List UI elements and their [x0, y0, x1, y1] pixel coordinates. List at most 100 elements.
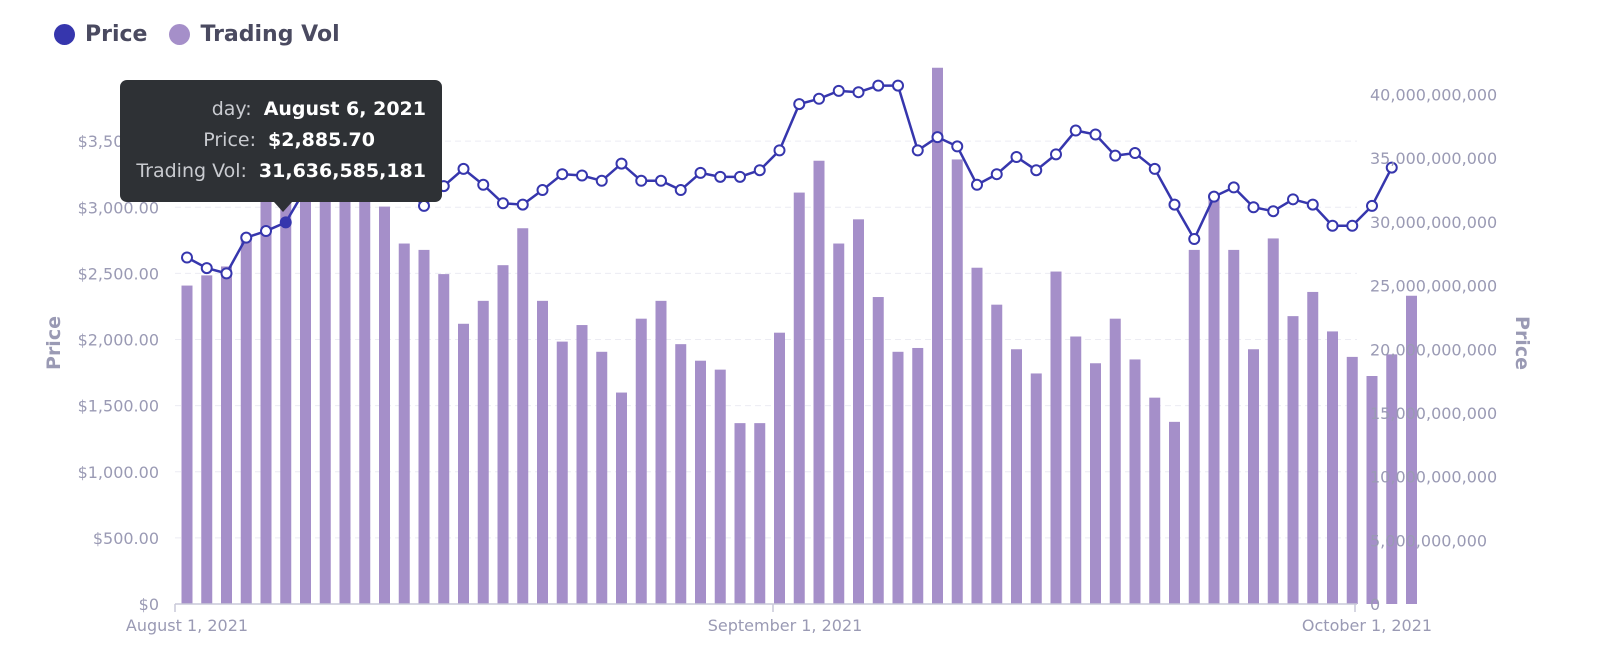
y-right-tick-label: 0 — [1370, 595, 1380, 614]
volume-bar — [774, 332, 785, 604]
volume-bar — [635, 318, 647, 604]
price-point — [1287, 193, 1299, 206]
y-left-tick-label: $2,500.00 — [78, 264, 159, 283]
volume-bar — [833, 243, 845, 604]
tooltip-price-value: $2,885.70 — [268, 129, 375, 151]
y-left-tick-label: $3,000.00 — [78, 198, 159, 217]
volume-bar — [1070, 336, 1082, 604]
volume-bar — [596, 351, 608, 604]
price-point — [951, 140, 964, 153]
volume-bar — [912, 347, 924, 604]
legend-price-label: Price — [85, 22, 148, 47]
price-point — [1208, 190, 1220, 203]
price-point — [1010, 150, 1023, 163]
volume-bar — [1030, 373, 1042, 604]
volume-bar — [1050, 271, 1062, 604]
y-left-tick-label: $1,000.00 — [78, 463, 159, 482]
price-point — [576, 169, 588, 182]
volume-bar — [655, 300, 667, 604]
chart-tooltip: day: August 6, 2021 Price: $2,885.70 Tra… — [120, 80, 442, 202]
volume-bar — [971, 267, 983, 604]
price-point — [1267, 205, 1280, 218]
y-left-axis-title: Price — [43, 316, 65, 370]
price-point — [1168, 198, 1181, 211]
volume-bar — [517, 228, 529, 604]
price-point — [674, 184, 687, 197]
volume-bar — [1267, 238, 1279, 604]
price-point — [1366, 199, 1378, 212]
volume-bar — [1011, 349, 1022, 604]
volume-bar — [398, 243, 410, 604]
volume-bar — [793, 192, 805, 605]
price-point — [1069, 124, 1082, 137]
volume-bar — [813, 160, 825, 605]
volume-bar — [359, 147, 371, 604]
price-point — [872, 79, 885, 92]
price-point — [615, 157, 628, 170]
volume-bar — [181, 285, 193, 604]
volume-bar — [853, 219, 864, 604]
volume-bar — [1386, 354, 1398, 604]
price-point — [655, 174, 667, 187]
tooltip-vol-key: Trading Vol: — [136, 160, 247, 182]
volume-bar — [1149, 397, 1161, 604]
price-point — [1385, 161, 1398, 174]
volume-bar — [260, 177, 272, 604]
volume-bar — [754, 423, 766, 604]
price-point — [181, 251, 193, 264]
volume-bar — [438, 274, 450, 604]
price-point — [1227, 181, 1240, 194]
volume-bar — [576, 325, 588, 604]
volume-bar — [1327, 331, 1338, 604]
price-point — [971, 178, 983, 191]
volume-bar — [537, 300, 548, 604]
volume-bar — [1307, 291, 1319, 604]
tooltip-price-key: Price: — [203, 129, 256, 151]
price-point — [1030, 164, 1043, 177]
volume-bar — [477, 300, 489, 604]
price-point — [753, 164, 766, 177]
volume-bar — [734, 423, 746, 604]
price-point — [1109, 149, 1122, 162]
volume-bar — [240, 234, 252, 605]
price-point — [990, 168, 1003, 181]
price-point — [200, 262, 213, 275]
y-right-tick-label: 30,000,000,000 — [1370, 213, 1497, 232]
volume-bar — [221, 266, 232, 604]
tooltip-row-price: Price: $2,885.70 — [136, 125, 426, 156]
legend-item-price[interactable]: Price — [54, 22, 147, 47]
tooltip-day-key: day: — [211, 98, 252, 120]
volume-bar — [1287, 316, 1299, 604]
volume-bar — [1169, 421, 1180, 604]
y-right-tick-label: 40,000,000,000 — [1370, 86, 1497, 105]
price-point — [260, 225, 272, 238]
price-point — [418, 199, 430, 212]
volume-bar — [872, 297, 884, 604]
chart-legend: Price Trading Vol — [54, 22, 340, 47]
x-tick-label: October 1, 2021 — [1302, 616, 1432, 635]
price-point — [536, 184, 549, 197]
price-point — [832, 84, 845, 97]
volume-bar — [458, 323, 469, 604]
legend-volume-swatch — [169, 24, 191, 45]
x-tick-label: August 1, 2021 — [126, 616, 248, 635]
y-right-axis-title: Price — [1511, 316, 1533, 370]
price-point — [1188, 232, 1201, 245]
price-point — [852, 86, 865, 99]
y-left-tick-label: $2,000.00 — [78, 331, 159, 350]
volume-bar — [616, 392, 627, 604]
volume-bar — [201, 275, 213, 604]
y-right-tick-label: 5,000,000,000 — [1370, 531, 1487, 550]
price-point — [911, 144, 924, 157]
volume-bar — [951, 159, 963, 604]
price-point — [813, 92, 825, 105]
volume-bar — [300, 164, 311, 604]
y-right-tick-label: 20,000,000,000 — [1370, 340, 1497, 359]
tooltip-row-vol: Trading Vol: 31,636,585,181 — [136, 156, 426, 187]
legend-item-trading-vol[interactable]: Trading Vol — [169, 22, 340, 47]
price-point — [595, 174, 608, 187]
legend-volume-label: Trading Vol — [200, 22, 340, 47]
price-point — [714, 170, 727, 183]
legend-price-swatch — [54, 24, 75, 45]
price-point — [516, 198, 529, 211]
